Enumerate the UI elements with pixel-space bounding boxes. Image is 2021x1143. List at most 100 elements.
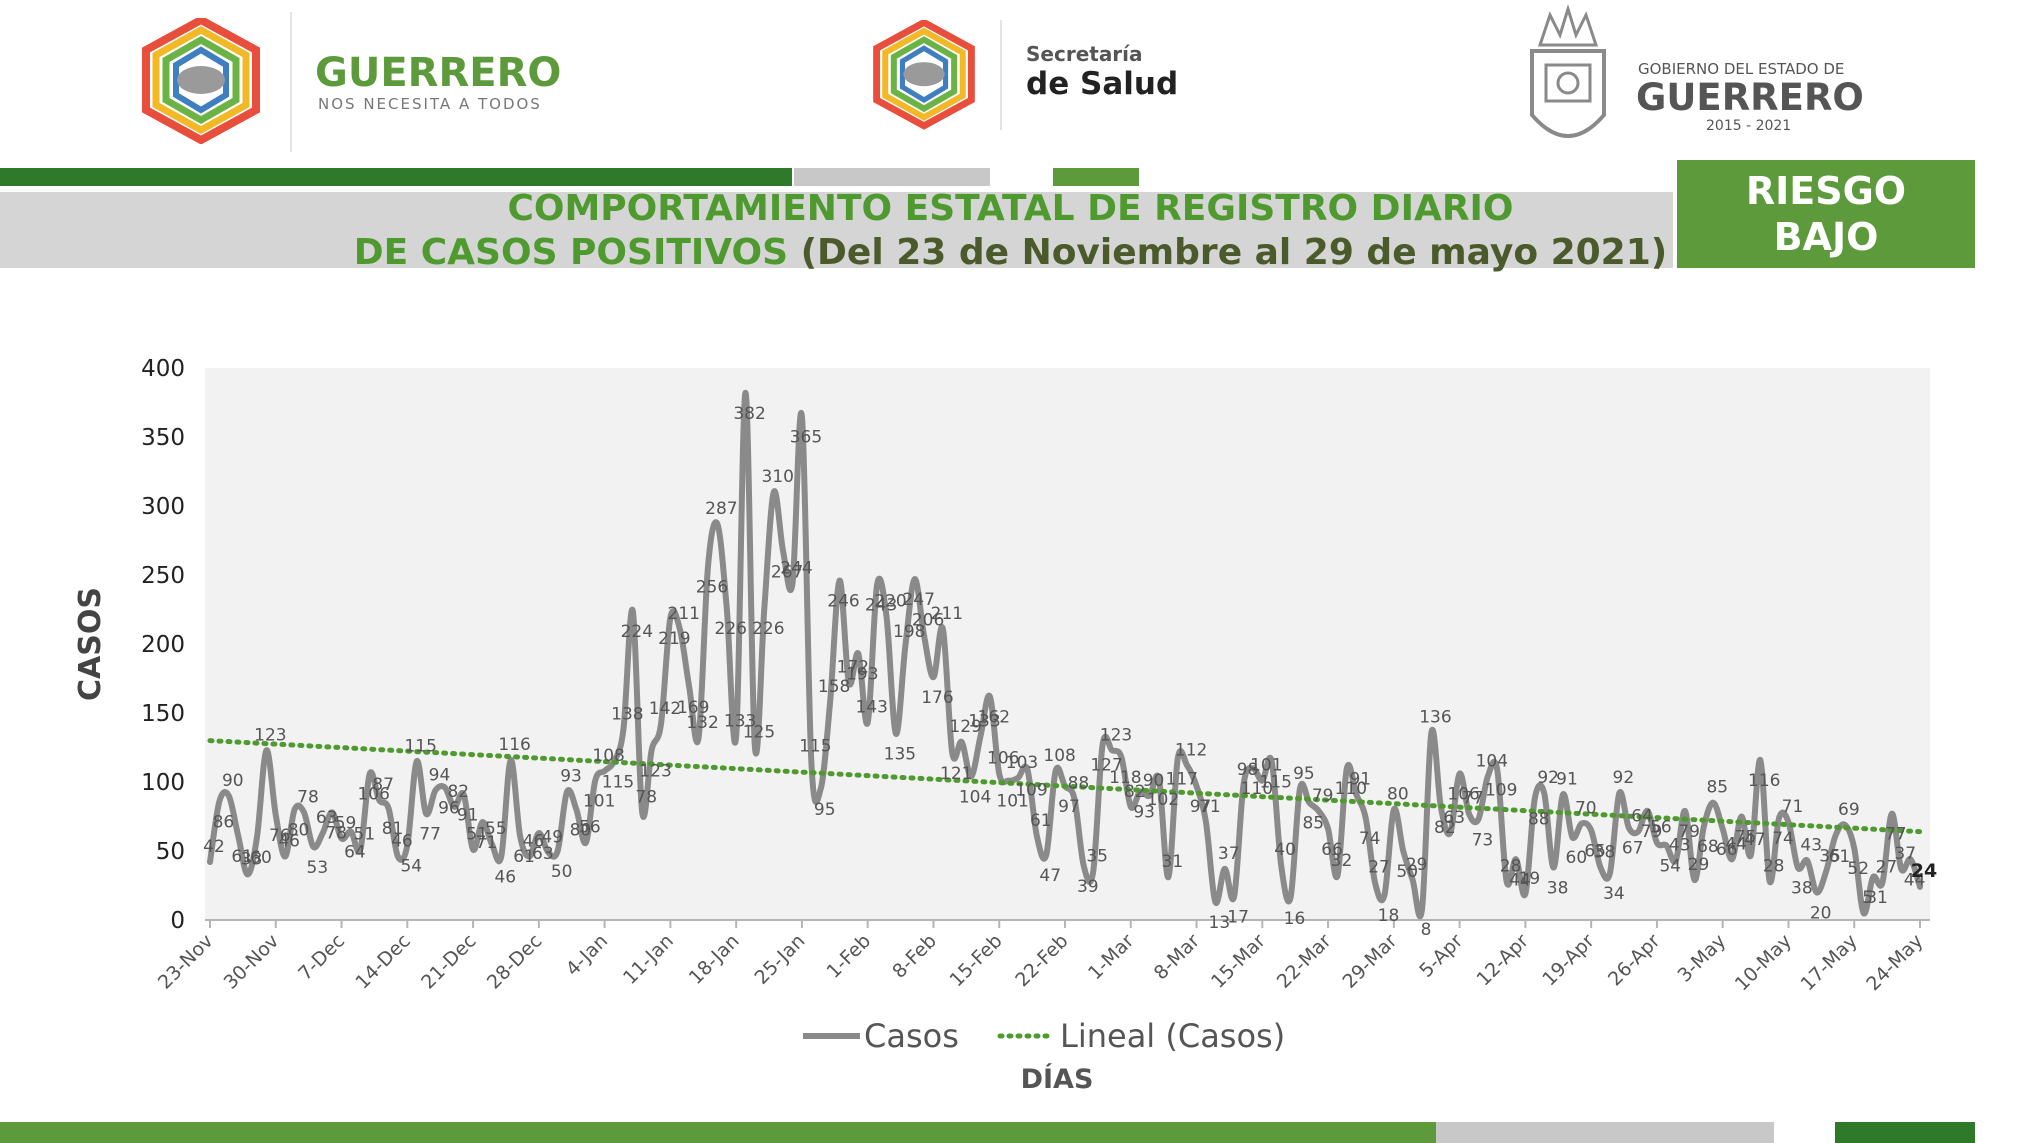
data-label: 51 [354, 825, 376, 845]
data-label: 106 [987, 749, 1019, 769]
data-label: 78 [635, 787, 657, 807]
data-label: 38 [1791, 879, 1813, 899]
data-label: 54 [1659, 856, 1681, 876]
data-label: 90 [222, 771, 244, 791]
y-tick-label: 250 [141, 563, 185, 589]
center-logo-divider [1000, 20, 1002, 130]
data-label: 206 [912, 611, 944, 631]
data-label: 61 [231, 847, 253, 867]
bottom-dark-green-bar [1835, 1122, 1975, 1143]
data-label: 31 [1162, 852, 1184, 872]
data-label: 61 [513, 847, 535, 867]
data-label: 138 [611, 705, 643, 725]
data-label: 38 [1547, 879, 1569, 899]
data-label: 49 [541, 827, 563, 847]
data-label: 101 [996, 792, 1028, 812]
data-label: 287 [705, 499, 737, 519]
data-label: 37 [1218, 844, 1240, 864]
data-label: 78 [297, 787, 319, 807]
data-label: 16 [1284, 909, 1306, 929]
x-tick-label: 14-Dec [351, 930, 415, 994]
salud-logo-icon [873, 20, 975, 130]
data-label: 104 [959, 787, 991, 807]
data-label: 82 [447, 782, 469, 802]
data-label: 68 [1697, 837, 1719, 857]
x-tick-label: 1-Feb [822, 930, 875, 983]
x-tick-label: 12-Apr [1472, 930, 1533, 991]
data-label: 116 [498, 735, 530, 755]
x-tick-label: 8-Feb [888, 930, 941, 983]
data-label: 96 [438, 799, 460, 819]
data-label: 71 [1199, 797, 1221, 817]
data-label: 43 [1669, 836, 1691, 856]
data-label: 66 [1321, 840, 1343, 860]
risk-line1: RIESGO [1745, 169, 1907, 213]
x-tick-label: 8-Mar [1150, 930, 1204, 984]
data-label: 224 [621, 622, 653, 642]
data-label: 13 [1209, 913, 1231, 933]
x-tick-label: 11-Jan [619, 930, 678, 989]
data-label: 95 [1293, 764, 1315, 784]
y-tick-label: 0 [170, 908, 185, 934]
bottom-gray-bar [1436, 1122, 1774, 1143]
data-label: 35 [1086, 847, 1108, 867]
data-label: 94 [429, 765, 451, 785]
data-label: 60 [1566, 848, 1588, 868]
x-tick-label: 15-Feb [945, 930, 1006, 991]
data-label: 60 [250, 848, 272, 868]
left-logo-subtitle: NOS NECESITA A TODOS [318, 95, 542, 113]
data-label: 73 [1472, 830, 1494, 850]
data-label: 66 [1716, 840, 1738, 860]
data-label: 220 [874, 591, 906, 611]
data-label: 46 [523, 832, 545, 852]
x-tick-label: 29-Mar [1339, 930, 1402, 993]
data-label: 28 [1500, 856, 1522, 876]
center-logo-line2: de Salud [1026, 66, 1179, 102]
data-label: 115 [799, 736, 831, 756]
data-label: 18 [1378, 906, 1400, 926]
data-label: 61 [1829, 847, 1851, 867]
data-label: 75 [1735, 828, 1757, 848]
data-label: 46 [391, 832, 413, 852]
data-label: 37 [1894, 844, 1916, 864]
data-label: 86 [213, 812, 235, 832]
x-tick-label: 22-Mar [1273, 930, 1336, 993]
top-gray-bar [794, 168, 990, 186]
data-label: 365 [790, 427, 822, 447]
data-label: 88 [1528, 810, 1550, 830]
data-label: 102 [1147, 790, 1179, 810]
data-label: 85 [1706, 778, 1728, 798]
data-label: 77 [1885, 825, 1907, 845]
legend-trend-label: Lineal (Casos) [1060, 1017, 1285, 1055]
data-label: 50 [1396, 862, 1418, 882]
data-label: 77 [419, 825, 441, 845]
data-label: 88 [1068, 774, 1090, 794]
series-casos-line [207, 389, 1923, 920]
y-tick-label: 300 [141, 494, 185, 520]
data-label: 24 [1911, 860, 1937, 882]
guerrero-logo-icon [142, 18, 260, 144]
data-label: 65 [1584, 841, 1606, 861]
data-label: 211 [931, 604, 963, 624]
data-label: 244 [780, 558, 812, 578]
data-label: 158 [818, 677, 850, 697]
y-tick-label: 100 [141, 770, 185, 796]
bottom-green-bar [0, 1122, 1436, 1143]
data-label: 34 [1603, 884, 1625, 904]
top-green-bar [0, 168, 792, 186]
logo-divider [290, 12, 292, 152]
data-label: 121 [940, 764, 972, 784]
x-tick-label: 24-May [1862, 930, 1927, 995]
data-label: 162 [978, 707, 1010, 727]
data-label: 80 [288, 821, 310, 841]
data-label: 226 [752, 619, 784, 639]
x-tick-label: 15-Mar [1207, 930, 1270, 993]
data-label: 101 [583, 792, 615, 812]
data-label: 52 [1847, 859, 1869, 879]
data-label: 71 [476, 833, 498, 853]
data-label: 27 [1368, 858, 1390, 878]
data-label: 74 [1772, 829, 1794, 849]
x-tick-label: 1-Mar [1084, 930, 1138, 984]
data-label: 71 [1782, 797, 1804, 817]
data-label: 29 [1688, 855, 1710, 875]
